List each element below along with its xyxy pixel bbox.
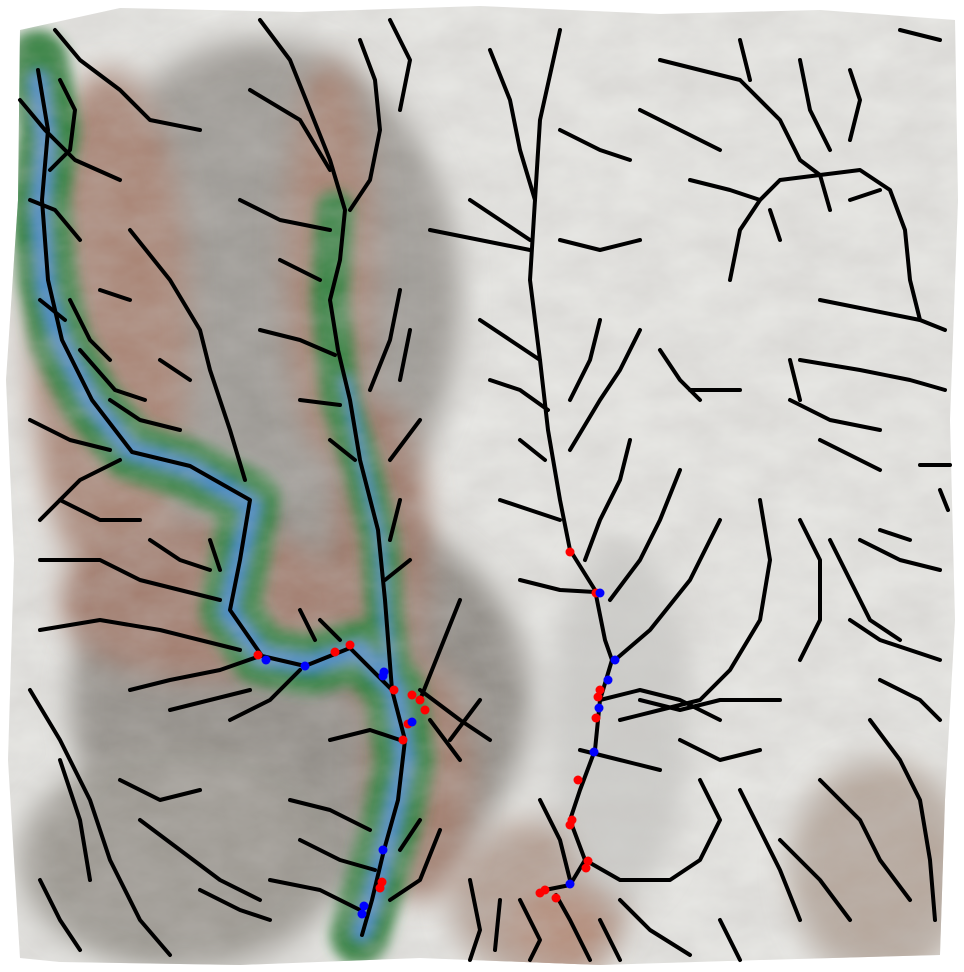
red-point-marker [398,735,408,745]
red-markers [253,547,605,903]
red-point-marker [551,893,561,903]
red-point-marker [389,685,399,695]
red-point-marker [583,856,593,866]
red-point-marker [565,547,575,557]
red-point-marker [593,692,603,702]
blue-point-marker [261,655,271,665]
red-point-marker [591,713,601,723]
blue-point-marker [300,661,310,671]
blue-point-marker [378,845,388,855]
red-point-marker [345,640,355,650]
stream-network [18,18,952,962]
blue-point-marker [603,675,613,685]
blue-point-marker [565,879,575,889]
blue-point-marker [407,717,417,727]
red-point-marker [253,650,263,660]
red-point-marker [330,647,340,657]
red-point-marker [535,888,545,898]
blue-point-marker [589,747,599,757]
blue-point-marker [610,655,620,665]
red-point-marker [420,705,430,715]
blue-point-marker [594,703,604,713]
marker-layer [253,547,620,919]
blue-point-marker [357,909,367,919]
blue-markers [261,588,620,919]
red-point-marker [595,685,605,695]
red-point-marker [573,775,583,785]
red-point-marker [581,863,591,873]
red-point-marker [415,695,425,705]
blue-point-marker [595,588,605,598]
blue-point-marker [359,901,369,911]
blue-point-marker [379,667,389,677]
red-point-marker [407,690,417,700]
red-point-marker [565,820,575,830]
red-point-marker [377,877,387,887]
